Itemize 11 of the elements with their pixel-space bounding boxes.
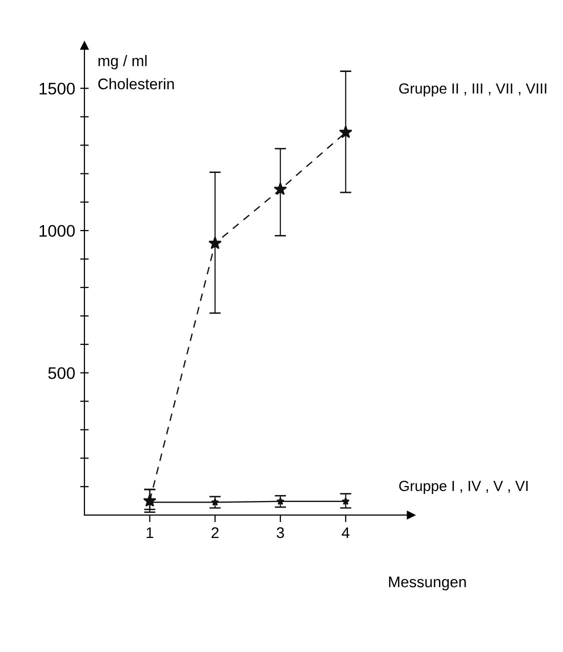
text: Gruppe II , III , VII , VIII <box>399 83 546 97</box>
x-tick-label: 3 <box>276 527 284 538</box>
y-axis-title: mg / ml Cholesterin <box>98 55 174 90</box>
x-axis-title: Messungen <box>389 576 466 590</box>
y-tick-label: 1000 <box>40 224 75 237</box>
x-tick-label: 4 <box>342 527 350 538</box>
text: Gruppe I , IV , V , VI <box>399 480 528 494</box>
x-tick-label: 2 <box>212 527 219 538</box>
y-tick-label: 500 <box>48 367 75 380</box>
x-tick-label: 1 <box>146 527 154 538</box>
y-tick-label: 1500 <box>40 82 75 95</box>
